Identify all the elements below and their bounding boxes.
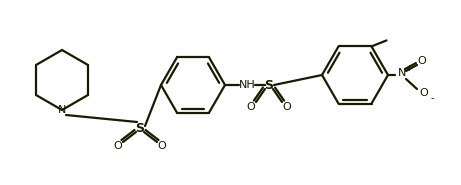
Text: NH: NH	[239, 80, 255, 90]
Text: -: -	[430, 93, 434, 103]
Text: O: O	[418, 56, 426, 66]
Text: S: S	[265, 78, 273, 92]
Text: O: O	[283, 102, 291, 112]
Text: O: O	[158, 141, 166, 151]
Text: N: N	[58, 105, 66, 115]
Text: +: +	[406, 63, 413, 73]
Text: O: O	[113, 141, 122, 151]
Text: O: O	[420, 88, 428, 98]
Text: N: N	[398, 68, 406, 78]
Text: S: S	[136, 122, 144, 134]
Text: O: O	[247, 102, 255, 112]
